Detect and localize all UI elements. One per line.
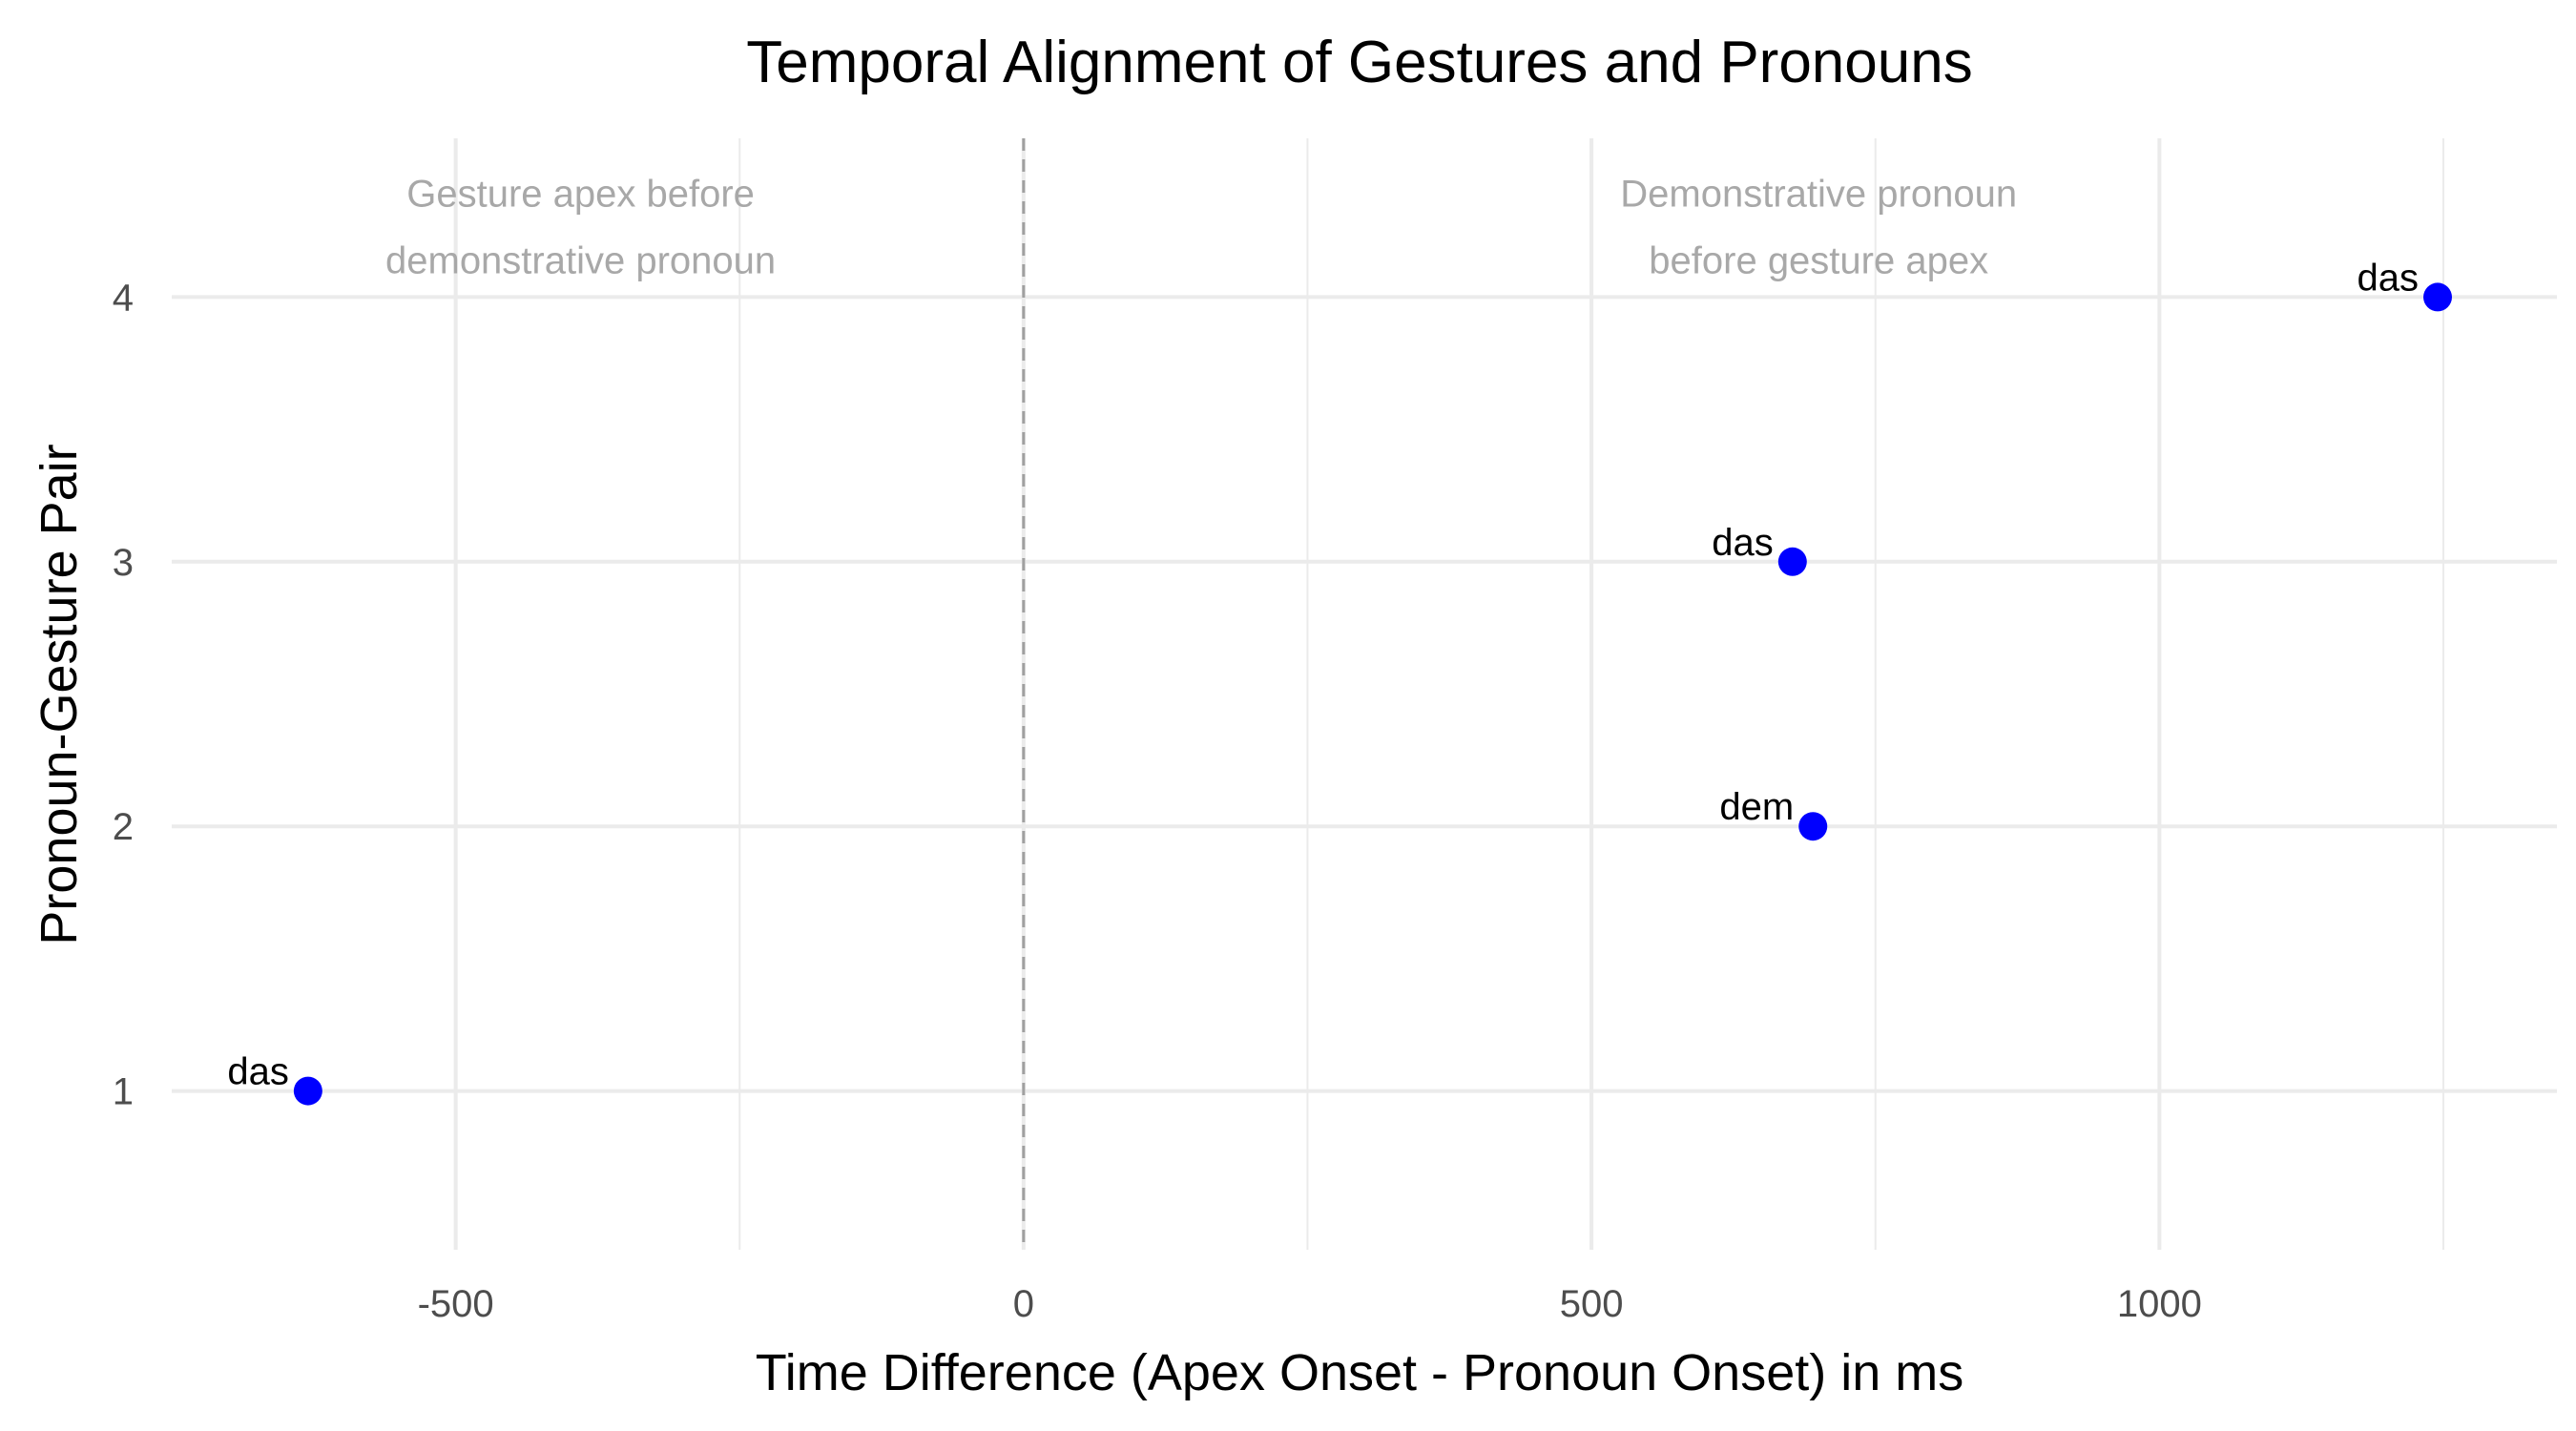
x-tick-label: 500 [1560,1283,1624,1325]
data-point-label: das [227,1051,289,1093]
ticks: -500 0 500 1000 1 2 3 4 [113,277,2202,1325]
region-annotation-line: before gesture apex [1649,239,1988,281]
y-tick-label: 2 [113,806,134,848]
region-annotation-line: Gesture apex before [406,173,755,215]
y-tick-label: 1 [113,1071,134,1113]
data-point-label: das [1712,522,1774,564]
x-tick-label: 1000 [2117,1283,2202,1325]
grid [172,138,2557,1250]
data-point [2423,282,2452,312]
y-tick-label: 3 [113,542,134,584]
region-annotation-line: demonstrative pronoun [385,239,776,281]
x-tick-label: -500 [418,1283,494,1325]
data-point [1798,812,1828,841]
points: das dem das das [227,257,2452,1106]
data-point-label: das [2358,257,2420,299]
annotations: Gesture apex before demonstrative pronoun… [385,173,2017,281]
x-axis-title: Time Difference (Apex Onset - Pronoun On… [756,1344,1964,1401]
data-point [293,1076,322,1106]
region-annotation-line: Demonstrative pronoun [1620,173,2017,215]
chart-title: Temporal Alignment of Gestures and Prono… [746,30,1973,95]
x-tick-label: 0 [1013,1283,1034,1325]
region-annotation: Gesture apex before demonstrative pronoun [385,173,776,281]
data-point [1777,547,1807,576]
y-axis-title: Pronoun-Gesture Pair [31,444,88,944]
y-tick-label: 4 [113,277,134,319]
region-annotation: Demonstrative pronoun before gesture apex [1620,173,2017,281]
data-point-label: dem [1719,786,1794,828]
